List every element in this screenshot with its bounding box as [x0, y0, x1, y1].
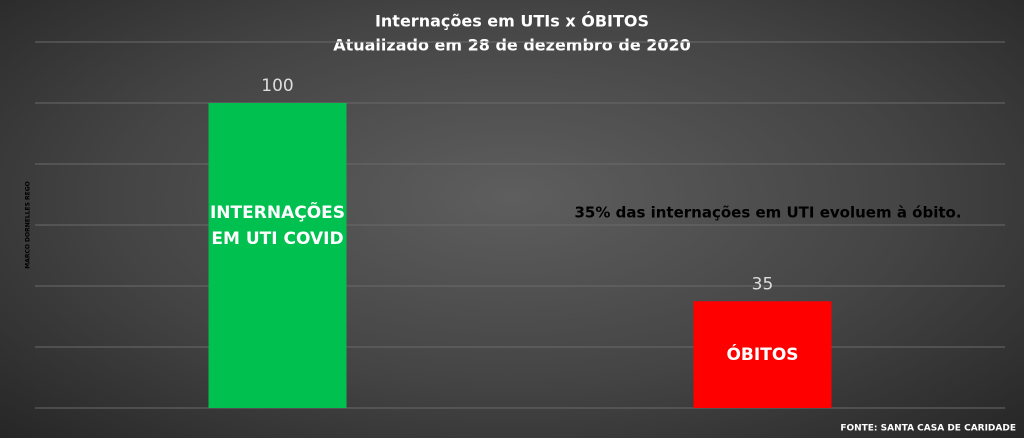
chart-subtitle: Atualizado em 28 de dezembro de 2020	[333, 36, 691, 55]
category-label: ÓBITOS	[726, 344, 799, 365]
source: FONTE: SANTA CASA DE CARIDADE	[840, 424, 1016, 434]
category-label: INTERNAÇÕES EM UTI COVID	[209, 202, 346, 249]
bar	[693, 301, 832, 408]
author: MARCO DORNELLES REGO	[25, 181, 32, 269]
value-label: 100	[261, 76, 293, 96]
annotation: 35% das internações em UTI evoluem à óbi…	[574, 204, 961, 222]
chart-title: Internações em UTIs x ÓBITOS	[375, 12, 649, 31]
value-label: 35	[752, 274, 774, 294]
bar	[208, 103, 347, 408]
